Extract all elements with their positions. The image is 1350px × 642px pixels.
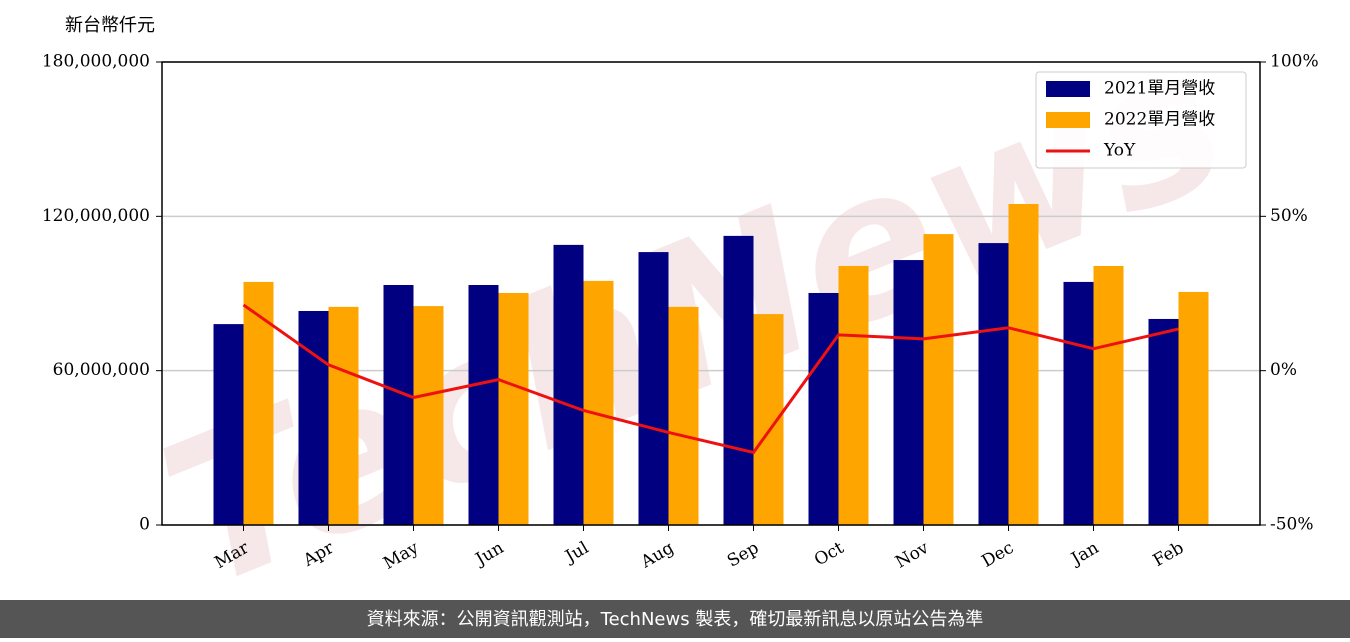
y-tick-label: 0 [139, 515, 150, 535]
bar [213, 324, 244, 525]
bar [723, 235, 754, 526]
x-tick-group: Nov [892, 538, 932, 573]
y2-tick-label: 50% [1270, 206, 1308, 226]
legend-label: 2022單月營收 [1104, 110, 1215, 130]
x-tick-group: Sep [724, 538, 762, 572]
bar [638, 252, 669, 525]
x-tick-group: Dec [978, 538, 1017, 572]
bar [1008, 203, 1039, 525]
bar [808, 292, 839, 525]
plot-frame [161, 61, 1261, 526]
bar [468, 285, 499, 525]
legend-label: YoY [1103, 141, 1136, 161]
bar [923, 234, 954, 525]
bar [298, 310, 329, 525]
bar [243, 281, 274, 525]
y-tick-label: 60,000,000 [53, 360, 150, 380]
bar [498, 292, 529, 525]
y-tick-label: 120,000,000 [42, 206, 150, 226]
y2-tick-label: 100% [1270, 52, 1319, 72]
x-tick-label: Dec [978, 538, 1017, 572]
bar [1093, 265, 1124, 525]
x-tick-label: Oct [811, 538, 847, 571]
bar [1148, 318, 1179, 525]
x-tick-group: Jul [560, 538, 592, 568]
x-tick-label: Feb [1150, 538, 1188, 571]
y-tick-label: 180,000,000 [42, 52, 150, 72]
bar [1063, 281, 1094, 525]
x-tick-label: Jan [1066, 538, 1102, 570]
footer-text: 資料來源：公開資訊觀測站，TechNews 製表，確切最新訊息以原站公告為準 [367, 609, 984, 630]
bar [1178, 291, 1209, 525]
y2-tick-label: -50% [1270, 515, 1314, 535]
line [242, 303, 1179, 455]
y-axis-unit: 新台幣仟元 [65, 15, 155, 36]
bar [413, 306, 444, 525]
x-tick-group: Aug [637, 538, 678, 573]
y2-tick-label: 0% [1270, 360, 1297, 380]
bar [978, 243, 1009, 525]
footer-band [0, 600, 1350, 638]
x-tick-group: Oct [811, 538, 847, 571]
legend-swatch [1046, 81, 1090, 97]
bar [553, 244, 584, 525]
legend-swatch [1046, 112, 1090, 128]
x-tick-group: Jun [471, 538, 508, 571]
x-tick-label: Aug [637, 538, 678, 573]
legend-label: 2021單月營收 [1104, 79, 1215, 99]
x-tick-label: Jul [560, 538, 592, 568]
x-tick-label: Sep [724, 538, 762, 572]
bar [838, 265, 869, 525]
bar [893, 260, 924, 525]
bar [583, 280, 614, 525]
bar [328, 306, 359, 525]
bar [668, 306, 699, 525]
x-tick-group: Feb [1150, 538, 1188, 571]
bar [383, 285, 414, 525]
x-tick-label: Jun [471, 538, 508, 571]
x-tick-label: Nov [892, 538, 932, 573]
x-tick-group: Jan [1066, 538, 1102, 570]
